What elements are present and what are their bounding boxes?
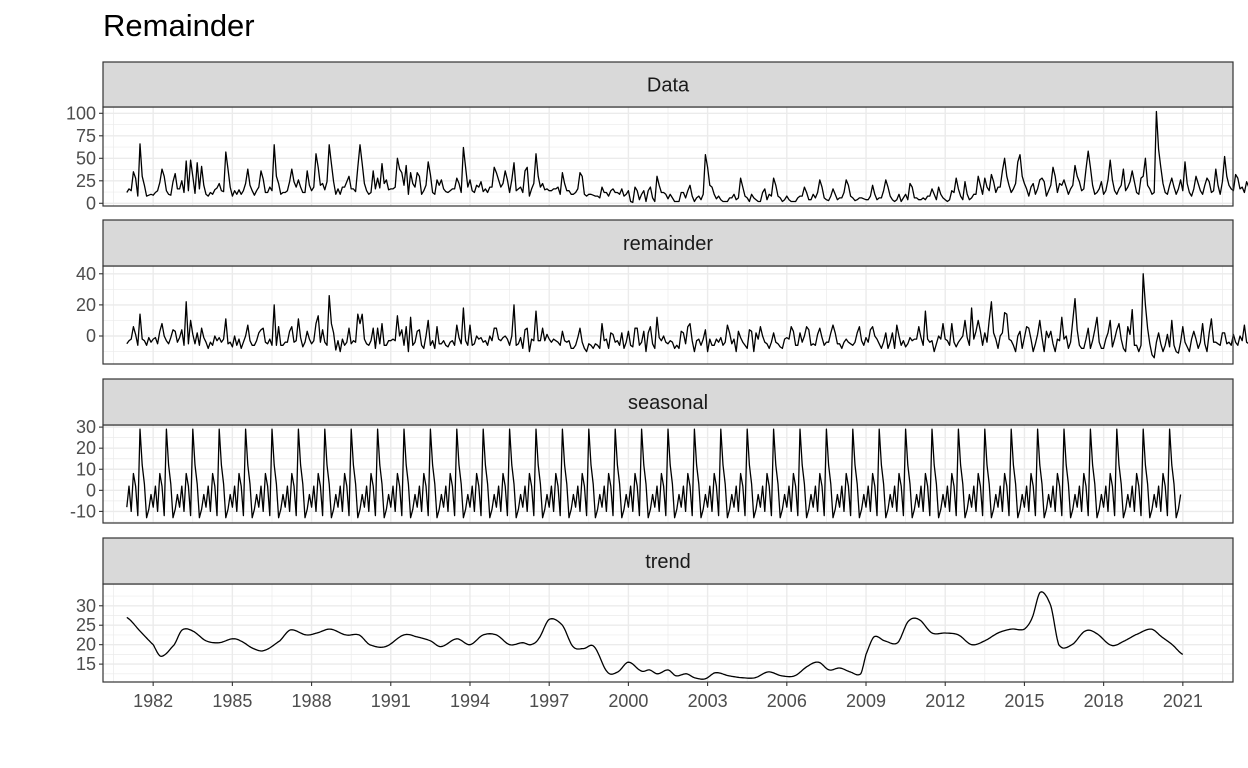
y-tick-label: 20 (76, 295, 96, 315)
strip-background (102, 537, 1234, 585)
strip-background (102, 61, 1234, 108)
x-tick-label: 2021 (1163, 691, 1203, 711)
series-line-Data (126, 110, 1248, 204)
y-tick-label: 25 (76, 171, 96, 191)
strip-label: Data (647, 75, 690, 97)
strip-label: remainder (623, 233, 713, 255)
y-tick-label: 20 (76, 635, 96, 655)
strip-label: seasonal (628, 392, 708, 414)
x-tick-label: 2018 (1084, 691, 1124, 711)
x-tick-label: 1994 (450, 691, 490, 711)
series-line-trend (126, 591, 1184, 680)
y-tick-label: 0 (86, 326, 96, 346)
x-tick-label: 2003 (688, 691, 728, 711)
x-tick-label: 1997 (529, 691, 569, 711)
y-tick-label: 100 (66, 103, 96, 123)
y-tick-label: 30 (76, 417, 96, 437)
series-line-seasonal (126, 428, 1182, 519)
x-tick-label: 1982 (133, 691, 173, 711)
strip-background (102, 378, 1234, 426)
panel-remainder: remainder 0 20 40 (76, 219, 1248, 365)
y-tick-label: 0 (86, 193, 96, 213)
y-tick-label: 30 (76, 596, 96, 616)
x-tick-label: 2009 (846, 691, 886, 711)
y-tick-label: 50 (76, 148, 96, 168)
y-tick-label: 75 (76, 126, 96, 146)
y-tick-label: -10 (70, 501, 96, 521)
y-tick-label: 25 (76, 615, 96, 635)
x-tick-label: 1988 (292, 691, 332, 711)
x-tick-label: 2012 (925, 691, 965, 711)
series-line-remainder (126, 273, 1248, 359)
x-tick-label: 1985 (212, 691, 252, 711)
x-tick-label: 1991 (371, 691, 411, 711)
x-tick-label: 2015 (1004, 691, 1044, 711)
y-tick-label: 20 (76, 438, 96, 458)
x-tick-label: 2006 (767, 691, 807, 711)
y-tick-label: 15 (76, 654, 96, 674)
chart-title: Remainder (103, 8, 255, 43)
y-tick-label: 10 (76, 459, 96, 479)
x-tick-label: 2000 (608, 691, 648, 711)
y-tick-label: 0 (86, 480, 96, 500)
strip-label: trend (645, 551, 691, 573)
strip-background (102, 219, 1234, 267)
y-tick-label: 40 (76, 264, 96, 284)
